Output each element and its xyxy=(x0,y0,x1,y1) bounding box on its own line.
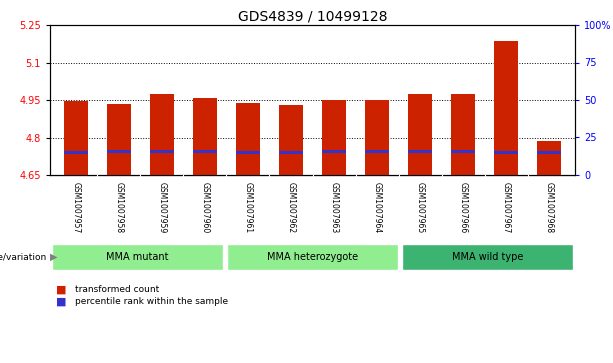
Bar xyxy=(494,41,518,175)
Bar xyxy=(236,151,260,154)
Bar xyxy=(538,141,561,175)
Bar xyxy=(538,151,561,154)
Text: ■: ■ xyxy=(56,285,67,295)
Text: ■: ■ xyxy=(56,297,67,307)
Bar xyxy=(107,150,131,152)
Text: GSM1007959: GSM1007959 xyxy=(158,182,166,233)
Text: MMA mutant: MMA mutant xyxy=(106,252,169,262)
Bar xyxy=(64,101,88,175)
Text: GSM1007958: GSM1007958 xyxy=(115,182,123,233)
Bar xyxy=(408,94,432,175)
Text: genotype/variation: genotype/variation xyxy=(0,253,47,261)
Bar xyxy=(408,150,432,152)
Bar xyxy=(64,151,88,154)
Bar xyxy=(150,94,173,175)
Text: GSM1007963: GSM1007963 xyxy=(330,182,338,233)
Bar xyxy=(494,151,518,154)
Bar xyxy=(279,151,303,154)
Bar xyxy=(322,100,346,175)
Text: GSM1007957: GSM1007957 xyxy=(71,182,80,233)
Bar xyxy=(451,94,475,175)
Bar xyxy=(279,105,303,175)
Text: MMA wild type: MMA wild type xyxy=(452,252,523,262)
Text: GSM1007961: GSM1007961 xyxy=(243,182,253,233)
Bar xyxy=(402,244,573,270)
Text: GSM1007960: GSM1007960 xyxy=(200,182,210,233)
Bar xyxy=(193,150,217,152)
Text: percentile rank within the sample: percentile rank within the sample xyxy=(75,298,227,306)
Bar xyxy=(451,150,475,152)
Bar xyxy=(52,244,223,270)
Text: GSM1007962: GSM1007962 xyxy=(286,182,295,233)
Bar xyxy=(322,150,346,152)
Bar xyxy=(365,100,389,175)
Bar xyxy=(193,98,217,175)
Text: ▶: ▶ xyxy=(50,252,58,262)
Bar xyxy=(150,150,173,152)
Text: GSM1007968: GSM1007968 xyxy=(545,182,554,233)
Text: GSM1007966: GSM1007966 xyxy=(459,182,468,233)
Text: transformed count: transformed count xyxy=(75,286,159,294)
Bar xyxy=(236,102,260,175)
Bar xyxy=(107,104,131,175)
Text: GSM1007965: GSM1007965 xyxy=(416,182,425,233)
Text: GSM1007964: GSM1007964 xyxy=(373,182,381,233)
Title: GDS4839 / 10499128: GDS4839 / 10499128 xyxy=(238,10,387,24)
Text: GSM1007967: GSM1007967 xyxy=(501,182,511,233)
Bar xyxy=(227,244,398,270)
Text: MMA heterozygote: MMA heterozygote xyxy=(267,252,358,262)
Bar xyxy=(365,150,389,152)
